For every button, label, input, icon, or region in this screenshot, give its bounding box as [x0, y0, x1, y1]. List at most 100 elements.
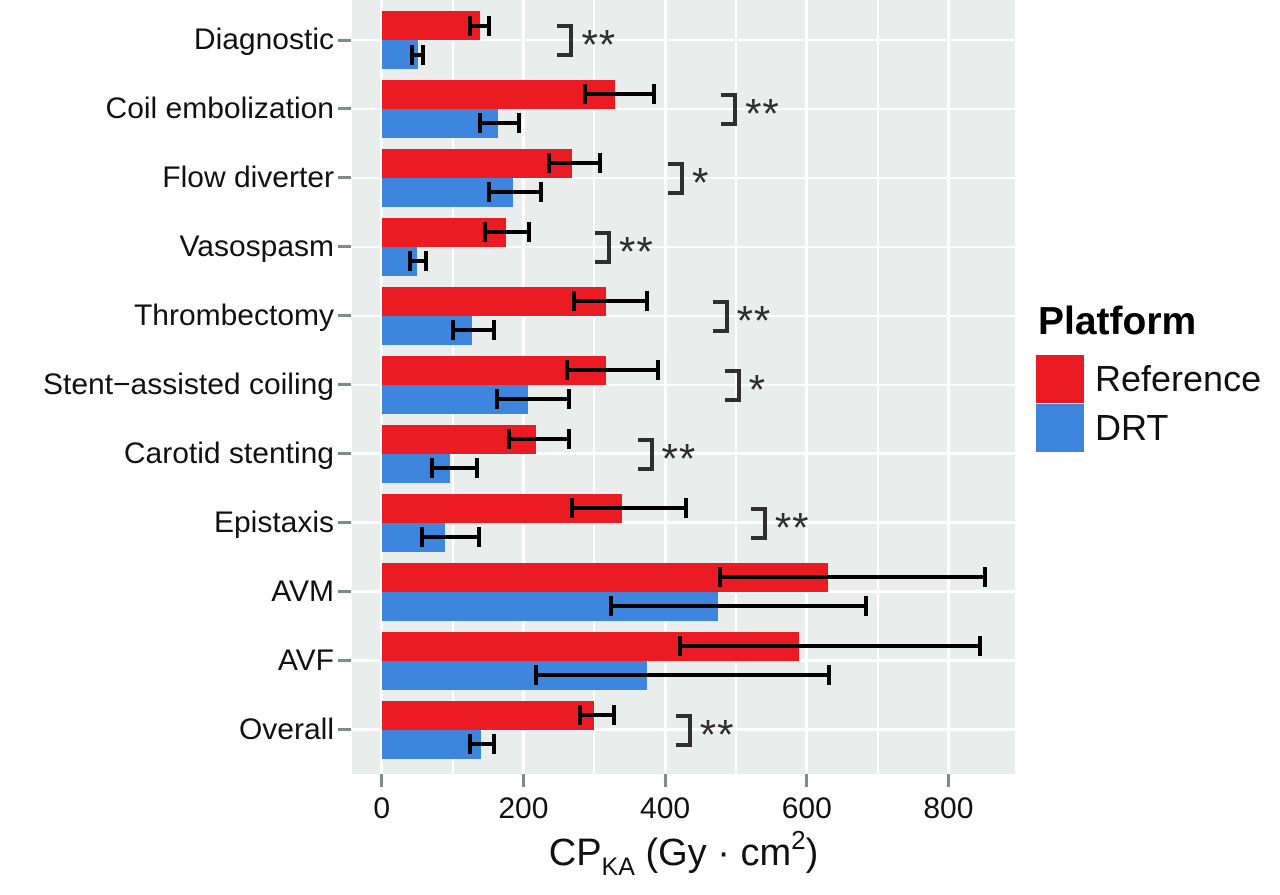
error-bar-cap	[483, 222, 488, 243]
error-bar-cap	[539, 182, 544, 203]
error-bar-drt	[480, 121, 520, 126]
error-bar-cap	[420, 44, 425, 65]
x-title-superscript: 2	[791, 825, 806, 855]
error-bar-cap	[583, 84, 588, 105]
error-bar-drt	[496, 397, 570, 402]
category-label: Overall	[238, 712, 334, 746]
error-bar-cap	[420, 527, 425, 548]
gridline-category	[352, 659, 1015, 662]
significance-bracket-tick	[637, 437, 654, 442]
significance-bracket	[736, 368, 741, 402]
significance-bracket-tick	[667, 190, 684, 195]
bar-reference	[381, 148, 573, 178]
error-bar-drt	[432, 466, 477, 471]
significance-label: **	[581, 21, 617, 68]
error-bar-cap	[683, 498, 688, 519]
gridline-category	[352, 38, 1015, 42]
significance-bracket-tick	[721, 92, 738, 97]
significance-label: **	[745, 89, 780, 137]
error-bar-reference	[580, 713, 615, 717]
category-label: Vasospasm	[179, 229, 334, 263]
error-bar-cap	[476, 527, 481, 548]
legend-label-reference: Reference	[1095, 357, 1262, 399]
error-bar-cap	[474, 458, 479, 479]
legend-swatch-reference	[1036, 354, 1084, 403]
bar-drt	[381, 729, 481, 759]
error-bar-cap	[546, 153, 551, 174]
significance-bracket-tick	[724, 397, 741, 402]
error-bar-reference	[469, 23, 489, 28]
x-axis-title: CPKA (Gy · cm2)	[352, 827, 1015, 880]
gridline-minor	[734, 0, 737, 774]
x-tick-label: 0	[373, 792, 391, 825]
gridline-major	[805, 0, 809, 774]
gridline-category	[352, 245, 1015, 249]
y-axis-tick	[338, 245, 351, 249]
significance-bracket-tick	[595, 259, 611, 264]
error-bar-cap	[597, 153, 602, 174]
category-label: AVF	[277, 643, 334, 677]
error-bar-reference	[508, 437, 569, 442]
legend-title: Platform	[1038, 300, 1197, 343]
gridline-major	[663, 0, 667, 774]
significance-bracket-tick	[595, 230, 611, 235]
category-label: Thrombectomy	[133, 298, 334, 332]
error-bar-cap	[491, 320, 496, 341]
error-bar-drt	[453, 328, 494, 333]
x-axis-tick	[805, 774, 809, 787]
significance-bracket	[569, 24, 574, 57]
significance-bracket-tick	[667, 161, 684, 166]
error-bar-cap	[571, 291, 576, 312]
category-label: Epistaxis	[213, 505, 334, 539]
error-bar-cap	[534, 665, 539, 686]
significance-bracket-tick	[675, 742, 692, 747]
x-axis-tick	[521, 774, 525, 787]
x-tick-label: 800	[923, 792, 974, 825]
error-bar-cap	[578, 705, 583, 725]
error-bar-reference	[679, 644, 980, 649]
x-tick-label: 200	[498, 792, 549, 825]
error-bar-cap	[677, 636, 682, 657]
significance-label: **	[736, 296, 772, 344]
significance-bracket-tick	[637, 466, 654, 471]
error-bar-cap	[564, 360, 569, 381]
significance-bracket-tick	[750, 535, 767, 540]
category-label: Diagnostic	[193, 23, 334, 56]
bar-reference	[381, 79, 615, 109]
error-bar-cap	[424, 251, 429, 272]
significance-bracket	[687, 713, 692, 747]
gridline-category	[352, 107, 1015, 111]
significance-bracket	[649, 437, 654, 471]
error-bar-drt	[489, 190, 542, 195]
legend-label-drt: DRT	[1095, 406, 1169, 448]
error-bar-cap	[517, 113, 522, 134]
error-bar-cap	[982, 567, 987, 588]
significance-bracket	[607, 230, 611, 264]
error-bar-drt	[610, 604, 867, 609]
legend: Platform Reference DRT	[1036, 300, 1261, 452]
significance-bracket-tick	[712, 328, 729, 333]
gridline-category	[352, 521, 1015, 524]
significance-label: **	[774, 503, 810, 551]
x-axis-tick	[946, 774, 950, 787]
gridline-category	[352, 314, 1015, 318]
x-axis-tick	[663, 774, 667, 787]
error-bar-cap	[430, 458, 435, 479]
error-bar-cap	[612, 705, 617, 725]
x-tick-label: 400	[640, 792, 691, 825]
significance-bracket-tick	[557, 24, 574, 28]
x-title-units: (Gy · cm	[634, 832, 792, 874]
error-bar-cap	[408, 251, 413, 272]
bar-reference	[381, 11, 480, 40]
error-bar-cap	[487, 182, 492, 203]
category-label: Coil embolization	[105, 91, 334, 125]
error-bar-cap	[527, 222, 532, 243]
error-bar-drt	[422, 535, 479, 540]
error-bar-cap	[467, 15, 472, 36]
significance-bracket-tick	[750, 506, 767, 511]
category-label: Flow diverter	[162, 160, 334, 194]
significance-bracket	[733, 92, 738, 126]
y-axis-tick	[338, 452, 351, 456]
error-bar-reference	[572, 506, 686, 511]
